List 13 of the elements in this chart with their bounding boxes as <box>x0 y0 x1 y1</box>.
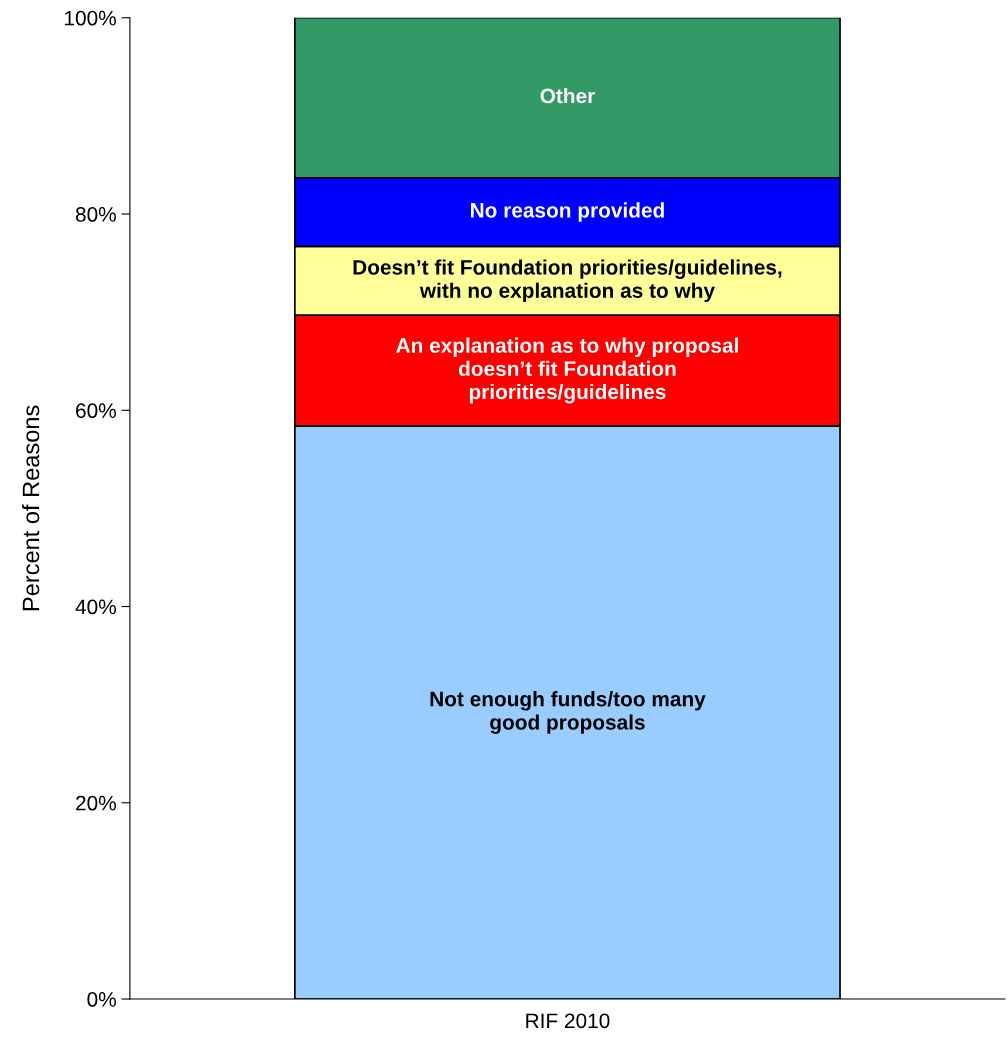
y-tick-label: 80% <box>75 207 116 222</box>
y-tick-label: 0% <box>87 992 116 1007</box>
y-tick-label: 100% <box>65 10 116 26</box>
x-tick-label: RIF 2010 <box>526 1013 610 1029</box>
series-label: Doesn’t fit Foundation priorities/guidelines, with no explanation as to why <box>353 259 782 303</box>
series-label: An explanation as to why proposal doesn’t fit Foundation priorities/guidelines <box>396 337 738 404</box>
y-tick-label: 60% <box>76 403 116 419</box>
y-axis-title: Percent of Reasons <box>22 405 40 611</box>
y-tick-label: 20% <box>76 795 116 811</box>
series-label: Other <box>540 88 595 104</box>
y-tick-label: 40% <box>75 599 116 615</box>
series-label: Not enough funds/too many good proposals <box>430 691 706 734</box>
series-label: No reason provided <box>471 202 664 222</box>
